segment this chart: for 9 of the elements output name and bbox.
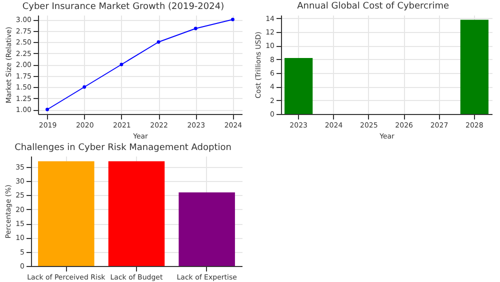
point xyxy=(230,18,234,22)
chart-title: Challenges in Cyber Risk Management Adoption xyxy=(14,143,232,153)
chart-title: Cyber Insurance Market Growth (2019-2024) xyxy=(22,2,224,12)
chart-title: Annual Global Cost of Cybercrime xyxy=(297,1,450,12)
point xyxy=(46,108,50,112)
point xyxy=(120,62,124,66)
point xyxy=(156,40,160,44)
point xyxy=(82,85,86,89)
point xyxy=(194,26,198,30)
